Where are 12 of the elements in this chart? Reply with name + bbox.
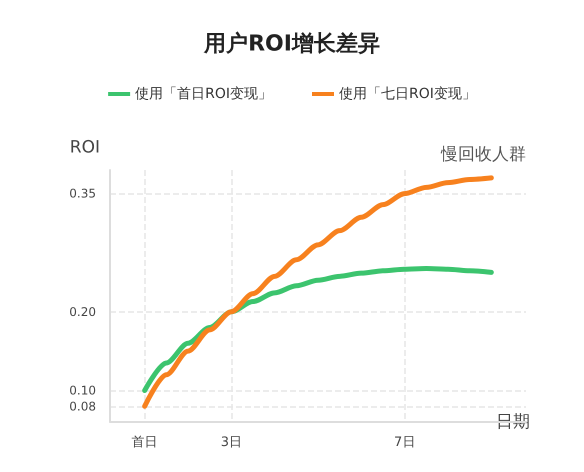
legend-label: 使用「首日ROI变现」	[135, 86, 272, 102]
legend-label: 使用「七日ROI变现」	[339, 86, 476, 102]
y-tick-label: 0.35	[69, 186, 96, 201]
text: 慢回收人群	[440, 144, 526, 164]
y-tick-label: 0.10	[69, 384, 96, 398]
x-tick-label: 首日	[132, 435, 158, 450]
y-axis-title: ROI	[70, 138, 100, 158]
x-tick-label: 3日	[220, 435, 242, 450]
y-tick-label: 0.20	[69, 304, 96, 319]
x-tick-label: 7日	[394, 435, 416, 450]
y-tick-label: 0.08	[69, 399, 96, 414]
chart-title: 用户ROI增长差异	[203, 30, 380, 56]
